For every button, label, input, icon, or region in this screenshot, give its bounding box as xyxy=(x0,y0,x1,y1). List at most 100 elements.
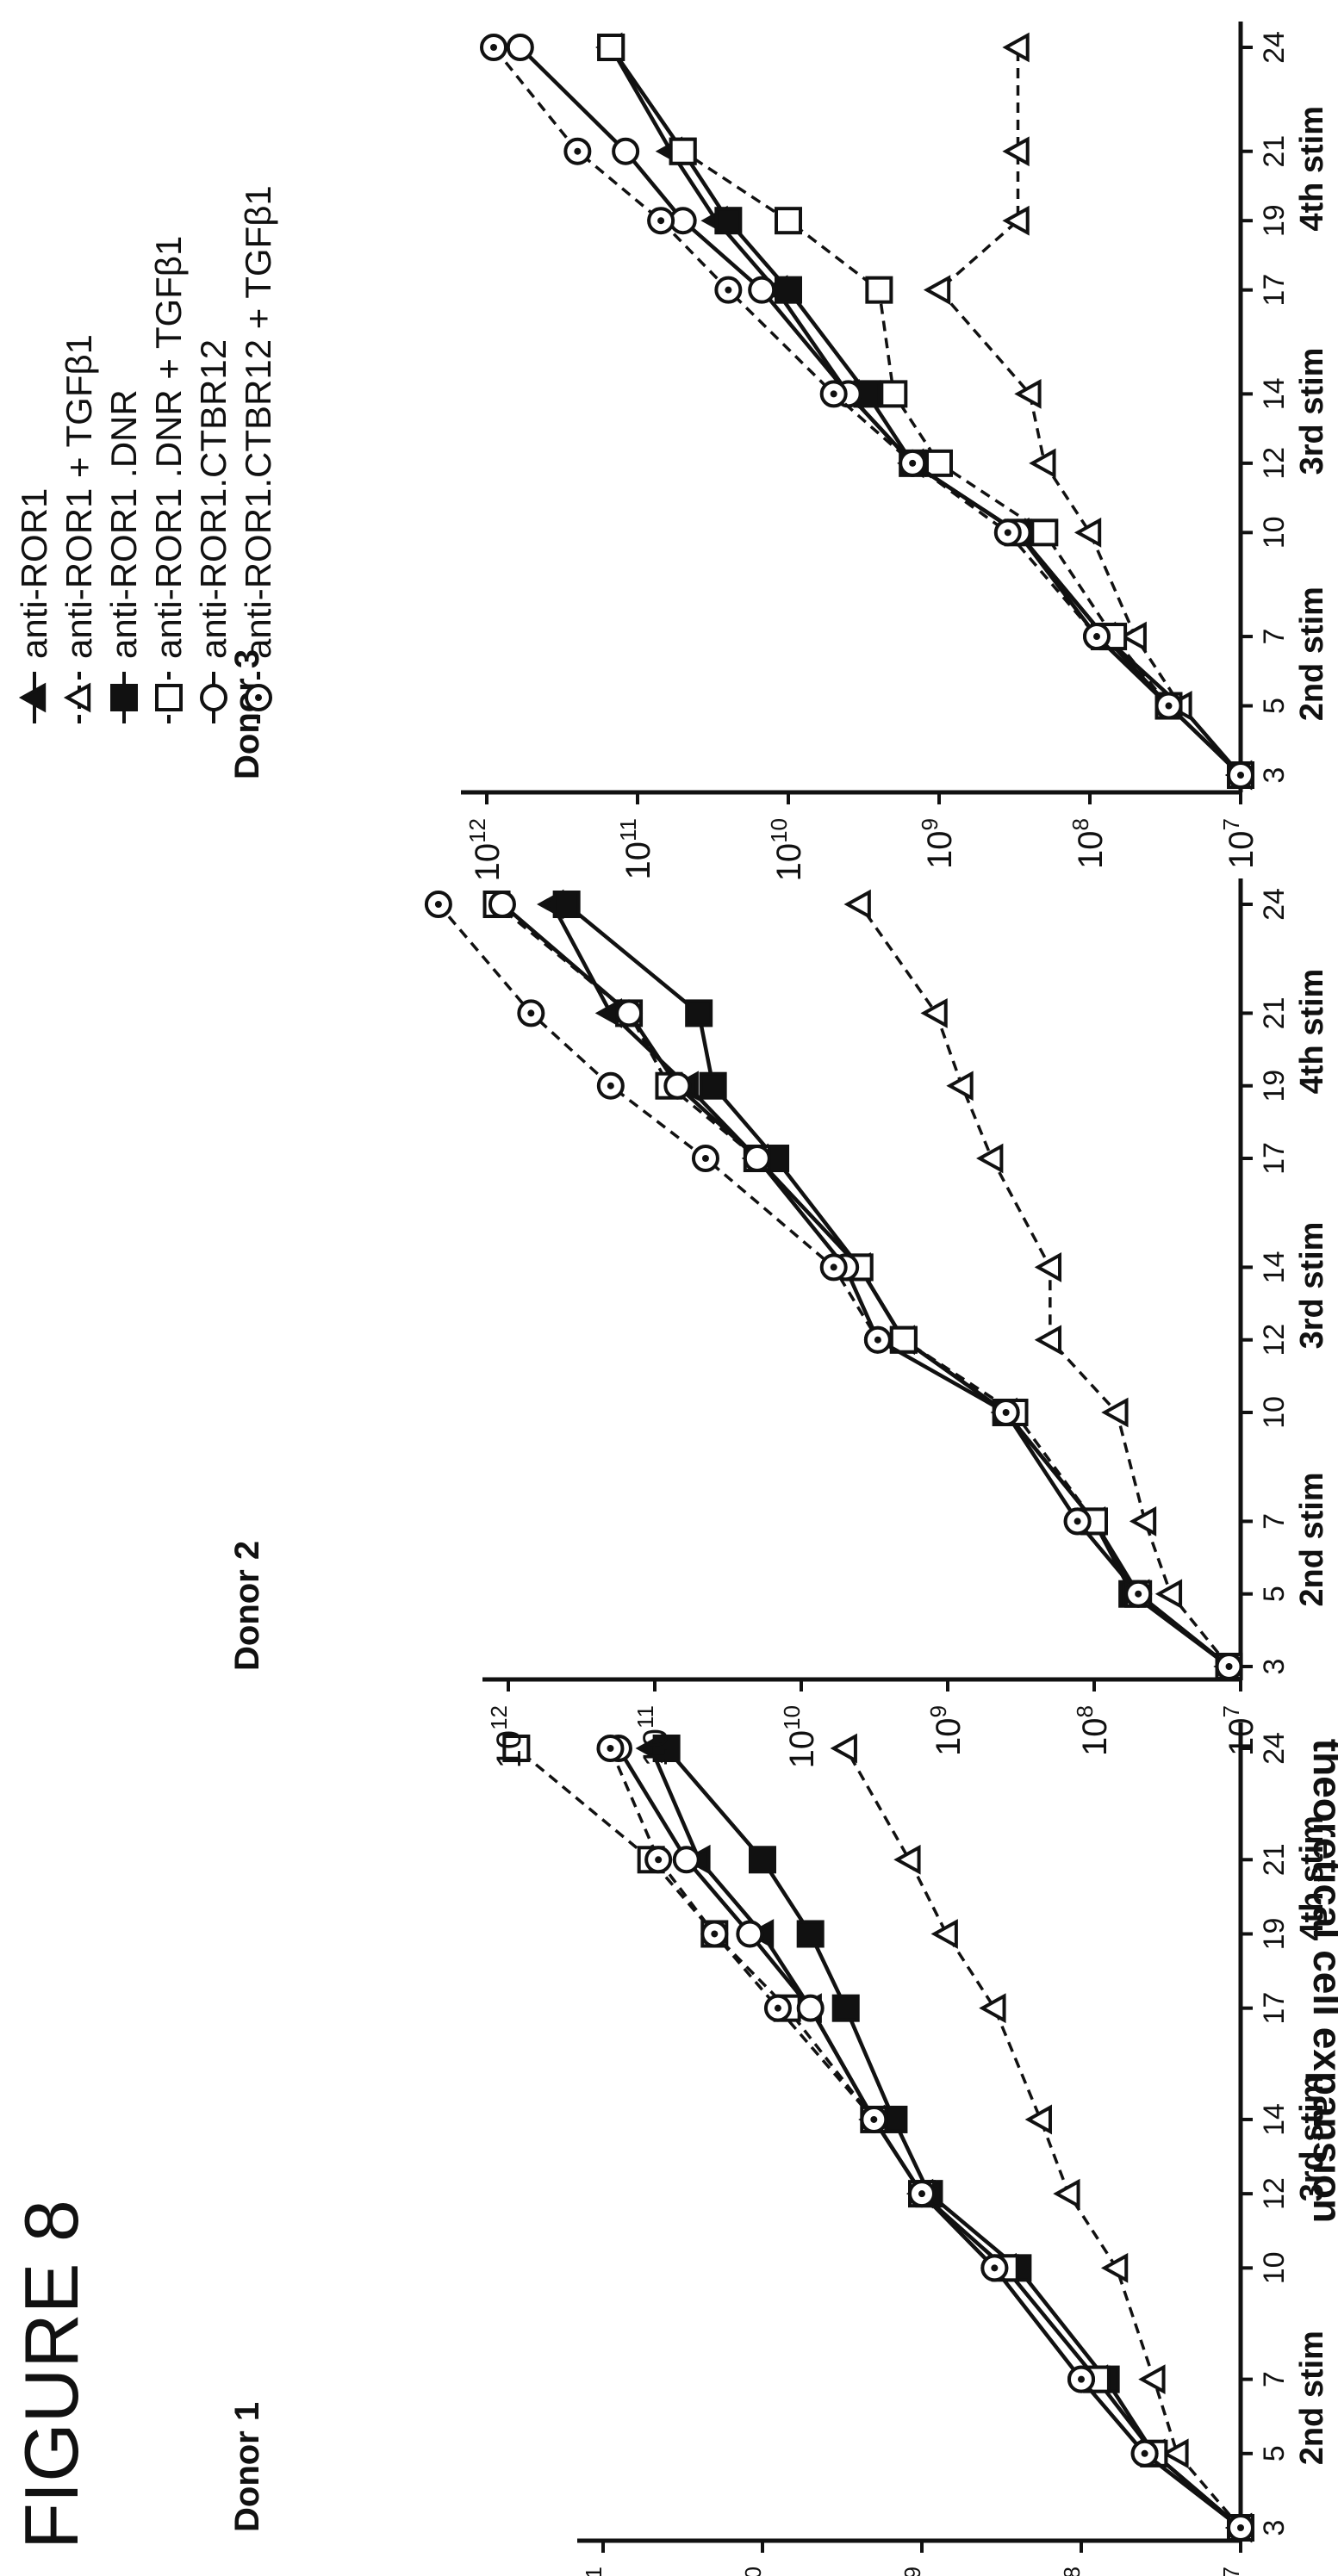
time-tick-label: 17 xyxy=(1258,1992,1291,2025)
time-tick-label: 21 xyxy=(1258,997,1291,1030)
stim-label: 4th stim xyxy=(1294,1816,1330,1941)
data-point xyxy=(946,1071,974,1102)
figure-title: FIGURE 8 xyxy=(9,2200,94,2549)
data-point xyxy=(920,998,948,1028)
legend-marker xyxy=(110,684,138,711)
time-tick-label: 5 xyxy=(1258,2445,1291,2461)
donor-title: Donor 2 xyxy=(228,1541,266,1671)
data-point xyxy=(830,1733,857,1764)
series-anti-ror1 xyxy=(635,1733,1253,2543)
stim-label: 4th stim xyxy=(1294,969,1330,1095)
series-line xyxy=(492,46,1242,777)
series-anti-ror1-ctbr12-tgfb1 xyxy=(480,34,1254,789)
data-point-dot xyxy=(657,217,665,225)
data-point xyxy=(597,34,625,61)
series-anti-ror1-dnr-tgfb1 xyxy=(597,34,1254,789)
data-point xyxy=(714,207,743,235)
data-point-dot xyxy=(1078,2375,1085,2383)
series-line xyxy=(515,1747,1242,2529)
data-point-dot xyxy=(1004,529,1011,537)
data-point xyxy=(831,1994,860,2022)
legend-item-anti-ror1: anti-ROR1 xyxy=(14,488,54,723)
legend-marker xyxy=(18,682,47,713)
legend-label: anti-ROR1 + TGFβ1 xyxy=(59,334,99,659)
data-point xyxy=(1034,1252,1062,1282)
value-tick-label: 1011 xyxy=(632,1705,675,1767)
legend-item-anti-ror1-tgfb1: anti-ROR1 + TGFβ1 xyxy=(59,334,99,723)
series-line xyxy=(617,1747,1242,2529)
time-tick-label: 3 xyxy=(1258,1659,1291,1675)
series-anti-ror1-tgfb1 xyxy=(830,1733,1253,2543)
data-point-dot xyxy=(655,1856,663,1864)
data-point-dot xyxy=(909,459,917,467)
data-point-dot xyxy=(527,1009,535,1017)
time-tick-label: 10 xyxy=(1258,2251,1291,2284)
data-point xyxy=(979,1993,1006,2024)
data-point xyxy=(1002,32,1030,63)
data-point xyxy=(685,999,713,1027)
data-point xyxy=(976,1143,1004,1174)
data-point xyxy=(502,1735,531,1762)
data-point xyxy=(1129,1506,1157,1536)
series-anti-ror1 xyxy=(537,889,1241,1682)
legend-item-anti-ror1-ctbr12-tgfb1: anti-ROR1.CTBR12 + TGFβ1 xyxy=(238,185,278,723)
data-point xyxy=(865,276,893,304)
donor-3-panel: 107108109101010111012357101214171921242n… xyxy=(228,22,1330,881)
time-tick-label: 3 xyxy=(1258,2520,1291,2536)
data-point-dot xyxy=(434,901,442,908)
legend-label: anti-ROR1 xyxy=(14,488,54,659)
value-tick-label: 109 xyxy=(917,818,959,869)
data-point-dot xyxy=(1225,1663,1233,1670)
data-point xyxy=(1029,448,1056,479)
data-point xyxy=(1014,378,1042,409)
data-point-dot xyxy=(607,1082,614,1089)
data-point-dot xyxy=(830,1263,837,1271)
legend-item-anti-ror1-dnr: anti-ROR1 .DNR xyxy=(103,389,144,723)
time-tick-label: 12 xyxy=(1258,2177,1291,2210)
value-tick-label: 1010 xyxy=(766,818,808,881)
value-tick-label: 108 xyxy=(1059,2567,1101,2576)
value-tick-label: 109 xyxy=(925,1705,968,1756)
series-line xyxy=(608,1747,1242,2529)
data-point xyxy=(749,1846,776,1874)
data-point-dot xyxy=(1135,1590,1142,1598)
series-line xyxy=(437,903,1230,1668)
data-point xyxy=(669,137,697,165)
value-tick-label: 107 xyxy=(1218,1705,1260,1756)
data-point xyxy=(1024,2104,1052,2135)
donor-2-panel: 107108109101010111012357101214171921242n… xyxy=(228,878,1330,1768)
series-line xyxy=(495,903,1230,1668)
data-point-dot xyxy=(1141,2449,1148,2457)
series-anti-ror1-ctbr12-tgfb1 xyxy=(424,891,1243,1680)
series-anti-ror1-tgfb1 xyxy=(843,889,1241,1682)
stim-label: 2nd stim xyxy=(1294,1472,1330,1606)
data-point xyxy=(843,889,871,920)
data-point-dot xyxy=(870,2115,878,2123)
data-point xyxy=(552,891,581,918)
data-point xyxy=(796,1920,825,1948)
data-point xyxy=(930,1919,958,1949)
data-point xyxy=(1074,517,1102,548)
series-line xyxy=(609,46,1242,777)
legend-label: anti-ROR1.CTBR12 + TGFβ1 xyxy=(238,185,278,659)
data-point-dot xyxy=(918,2190,925,2198)
series-line xyxy=(551,903,1230,1668)
data-point xyxy=(612,137,640,165)
series-anti-ror1-dnr xyxy=(652,1735,1254,2542)
y-axis-label: theoretical cell expansion xyxy=(1305,1739,1338,2223)
time-tick-label: 5 xyxy=(1258,1586,1291,1602)
time-tick-label: 19 xyxy=(1258,1918,1291,1951)
data-point xyxy=(1101,1397,1129,1428)
data-point xyxy=(699,1071,727,1100)
data-point xyxy=(1161,2438,1189,2469)
data-point xyxy=(1154,1579,1183,1610)
legend-item-anti-ror1-dnr-tgfb1: anti-ROR1 .DNR + TGFβ1 xyxy=(148,236,189,723)
series-line xyxy=(609,46,1242,777)
data-point-dot xyxy=(991,2264,999,2272)
value-tick-label: 108 xyxy=(1067,818,1110,869)
data-point-dot xyxy=(490,44,498,51)
time-tick-label: 24 xyxy=(1258,1732,1291,1765)
data-point xyxy=(652,1735,681,1762)
time-tick-label: 10 xyxy=(1258,1396,1291,1429)
